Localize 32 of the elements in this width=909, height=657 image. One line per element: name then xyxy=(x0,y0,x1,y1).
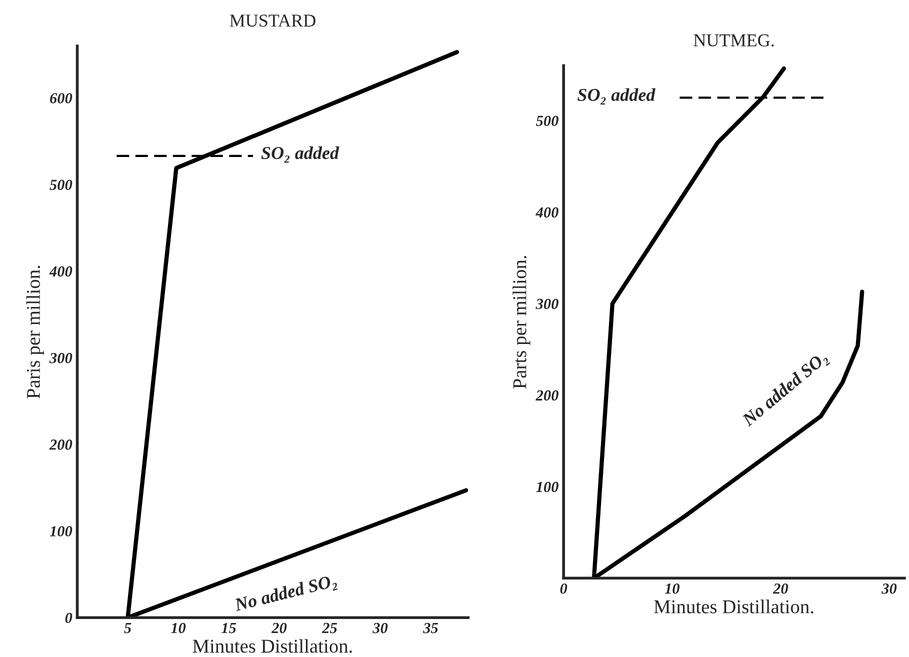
y-axis-title: Paris per million. xyxy=(26,266,44,398)
x-axis-title: Minutes Distillation. xyxy=(654,600,814,614)
x-tick-label: 30 xyxy=(882,583,897,594)
y-tick-label: 100 xyxy=(536,482,558,492)
x-tick-label: 0 xyxy=(560,583,568,594)
x-tick-label: 5 xyxy=(124,623,132,634)
annotation: No added SO₂ xyxy=(233,574,338,615)
x-tick-label: 15 xyxy=(221,622,236,634)
y-tick-label: 600 xyxy=(50,93,72,104)
y-tick-label: 300 xyxy=(49,352,72,364)
x-tick-label: 10 xyxy=(170,622,186,634)
y-tick-label: 400 xyxy=(49,266,72,277)
x-tick-label: 10 xyxy=(664,583,680,594)
y-tick-label: 400 xyxy=(536,207,558,218)
annotation: SO₂ added xyxy=(261,146,340,163)
x-tick-label: 20 xyxy=(772,583,788,594)
chart-title: MUSTARD xyxy=(230,14,316,27)
y-axis-title: Parts per million. xyxy=(512,256,530,389)
y-tick-label: 500 xyxy=(536,116,558,126)
y-tick-label: 0 xyxy=(65,612,72,624)
x-axis-title: Minutes Distillation. xyxy=(192,639,352,653)
x-tick-label: 20 xyxy=(271,622,287,634)
y-tick-label: 300 xyxy=(536,298,558,310)
y-tick-label: 100 xyxy=(50,526,72,536)
y-tick-label: 200 xyxy=(536,390,558,401)
chart-title: NUTMEG. xyxy=(694,34,774,47)
y-tick-label: 500 xyxy=(50,180,72,190)
x-tick-label: 25 xyxy=(322,622,338,634)
y-tick-label: 200 xyxy=(49,440,72,450)
x-tick-label: 30 xyxy=(372,622,388,634)
annotation: SO₂ added xyxy=(578,88,656,104)
x-tick-label: 35 xyxy=(423,622,438,634)
